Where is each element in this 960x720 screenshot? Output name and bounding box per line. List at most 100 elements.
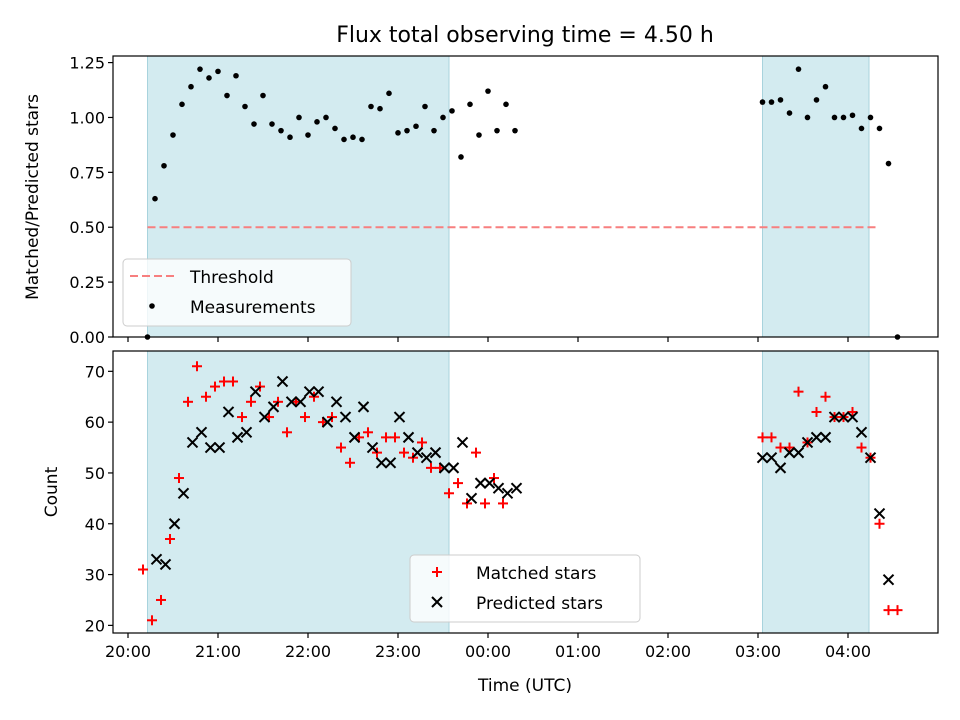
measurement-point [476, 132, 482, 138]
measurement-point [813, 97, 820, 103]
matched-star-point [471, 447, 481, 458]
legend-measurements-swatch [149, 303, 155, 309]
predicted-star-point [168, 518, 181, 530]
predicted-star-point [231, 431, 244, 444]
y-tick-label: 1.00 [69, 108, 105, 127]
measurement-point [260, 92, 266, 99]
count-legend: Matched stars Predicted stars [409, 554, 641, 623]
legend-box [122, 258, 352, 327]
x-tick-label: 03:00 [735, 642, 781, 661]
predicted-star-point [348, 431, 361, 444]
measurement-point [485, 88, 491, 94]
matched-star-point [793, 386, 804, 397]
matched-star-point [138, 564, 148, 575]
matched-star-point [775, 442, 786, 453]
x-tick-label: 04:00 [825, 642, 871, 661]
ratio-legend: Threshold Measurements [122, 258, 352, 327]
predicted-star-point [222, 406, 235, 418]
measurement-point [287, 134, 293, 141]
predicted-star-point [204, 441, 217, 454]
predicted-star-point [465, 492, 478, 505]
measurement-point [197, 66, 203, 72]
predicted-star-point [177, 487, 190, 499]
predicted-star-point [195, 426, 208, 439]
measurement-point [777, 97, 784, 103]
legend-predicted-label: Predicted stars [476, 594, 603, 614]
measurement-point [494, 127, 500, 134]
matched-star-point [390, 432, 400, 443]
matched-star-point [183, 396, 193, 407]
matched-star-point [219, 376, 229, 387]
measurement-point [395, 130, 401, 136]
predicted-star-point [384, 457, 397, 469]
matched-star-point [300, 412, 310, 423]
y-tick-label: 50 [85, 464, 105, 483]
predicted-star-point [339, 411, 352, 423]
matched-star-point [246, 396, 256, 407]
x-tick-label: 22:00 [285, 642, 331, 661]
ratio-panel: 0.00 0.25 0.50 0.75 1.00 1.25 Matched/Predict… [23, 54, 939, 347]
measurement-point [206, 75, 212, 81]
measurement-point [786, 110, 793, 116]
predicted-star-point [846, 411, 859, 423]
matched-star-point [336, 442, 346, 453]
x-axis-label: Time (UTC) [477, 676, 572, 696]
y-tick-label: 60 [85, 413, 105, 432]
predicted-star-point [159, 558, 172, 571]
observing-window-2 [762, 55, 870, 338]
matched-star-point [480, 498, 490, 509]
predicted-star-point [294, 396, 307, 408]
y-tick-label: 30 [85, 566, 105, 585]
matched-star-point [174, 473, 184, 484]
predicted-star-point [819, 431, 832, 444]
measurement-point [512, 127, 518, 134]
measurement-point [768, 99, 775, 105]
measurement-point [377, 105, 383, 112]
predicted-star-point [285, 396, 298, 408]
predicted-star-point [783, 446, 796, 459]
predicted-star-point [492, 482, 505, 494]
measurement-point [458, 154, 464, 160]
measurement-point [224, 92, 230, 99]
y-tick-label: 0.25 [69, 273, 105, 292]
measurement-point [759, 99, 766, 105]
predicted-star-point [873, 507, 886, 520]
predicted-star-point [792, 446, 805, 459]
predicted-star-point [258, 411, 271, 423]
matched-star-point [892, 605, 903, 616]
measurement-point [404, 127, 410, 134]
matched-star-point [345, 457, 355, 468]
measurement-point [323, 114, 329, 121]
measurement-point [449, 108, 455, 114]
measurement-point [822, 83, 829, 90]
observing-window-2 [762, 350, 870, 634]
matched-star-point [282, 427, 292, 438]
predicted-star-point [267, 401, 280, 413]
observing-window-1 [147, 350, 450, 634]
y-tick-label: 40 [85, 515, 105, 534]
ratio-panel-frame [112, 55, 939, 338]
predicted-star-point [864, 451, 877, 464]
y-tick-label: 1.25 [69, 54, 105, 73]
measurement-point [161, 162, 167, 169]
measurement-point [314, 119, 320, 125]
legend-matched-swatch [432, 567, 442, 577]
matched-star-point [399, 447, 409, 458]
measurement-point [341, 136, 347, 143]
measurement-point [831, 114, 838, 121]
matched-star-point [784, 442, 795, 453]
measurement-point [858, 125, 865, 132]
measurement-point [152, 195, 158, 202]
x-tick-label: 02:00 [645, 642, 691, 661]
predicted-star-point [303, 385, 316, 398]
matched-star-point [766, 432, 777, 443]
matched-star-point [237, 412, 247, 423]
predicted-star-point [810, 431, 823, 444]
matched-star-point [165, 534, 175, 544]
x-tick-label: 00:00 [465, 642, 511, 661]
predicted-star-point [429, 446, 442, 459]
legend-matched-label: Matched stars [476, 564, 596, 584]
predicted-star-point [483, 477, 496, 489]
predicted-star-point [447, 462, 460, 474]
